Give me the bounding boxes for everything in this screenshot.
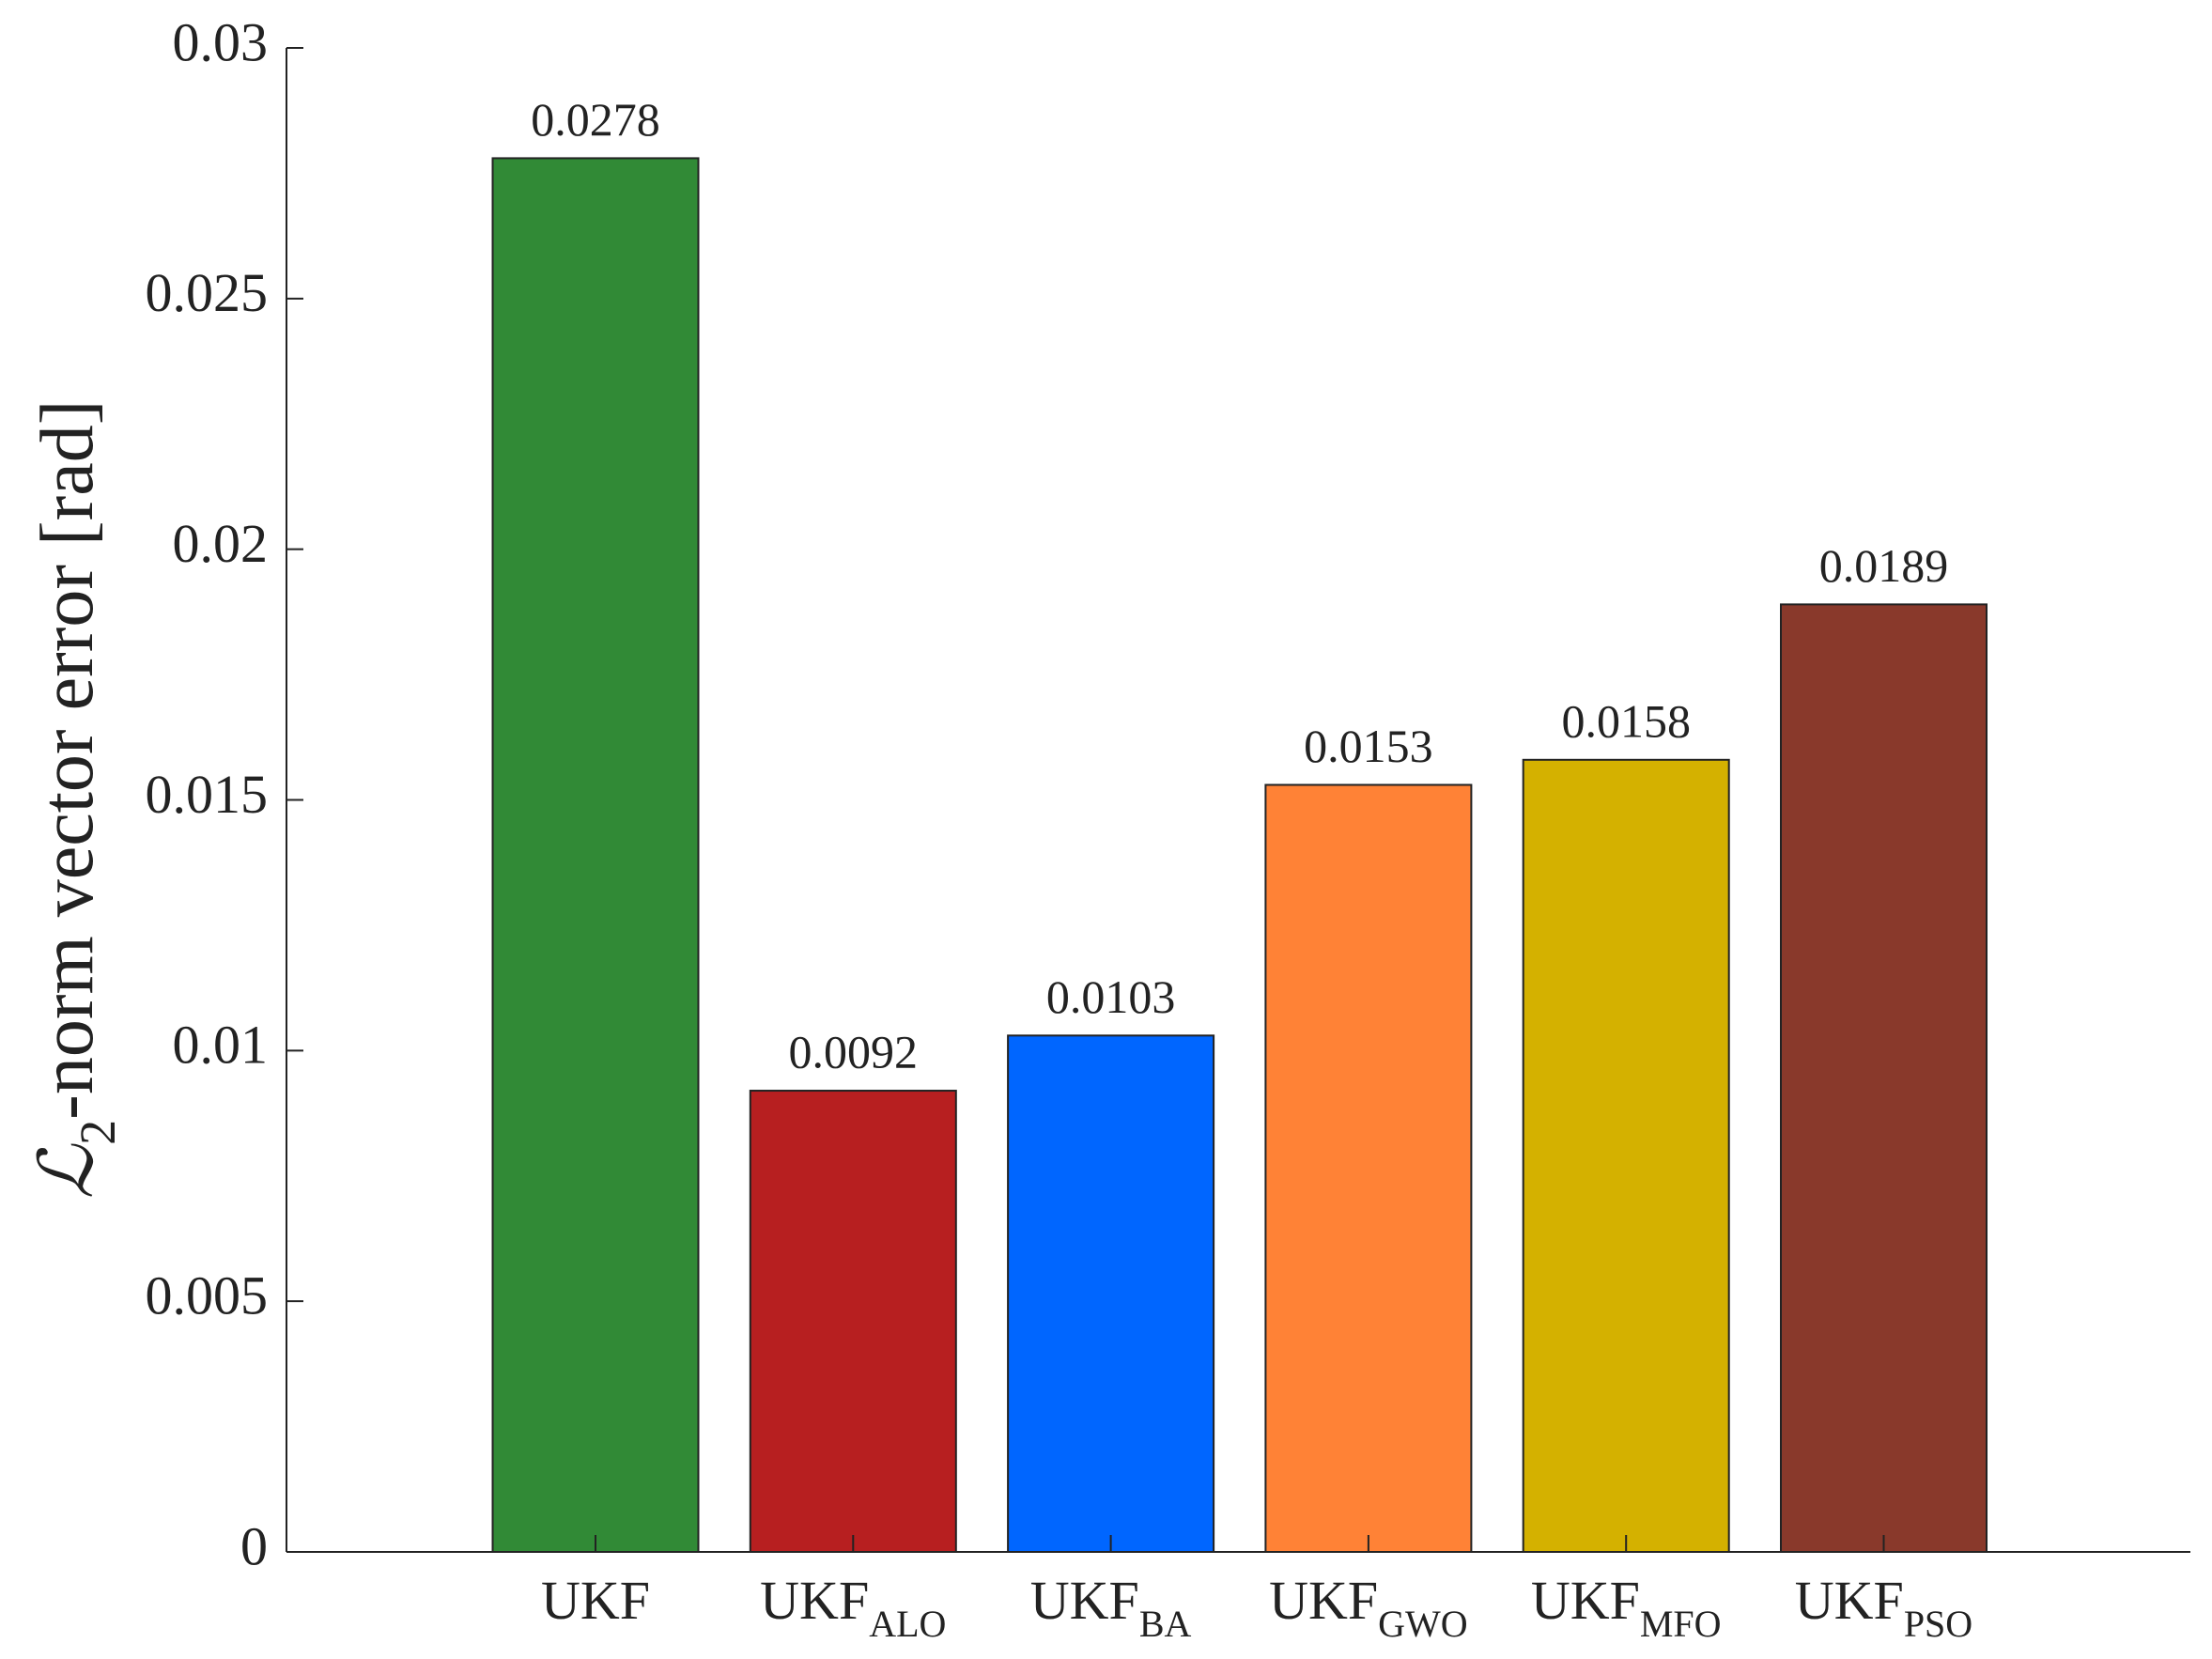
- y-tick-label: 0.025: [146, 262, 269, 323]
- y-tick-label: 0.03: [173, 11, 269, 72]
- category-text: UKF: [1030, 1570, 1139, 1631]
- x-tick-label: UKFPSO: [1795, 1570, 1972, 1644]
- category-text: UKF: [760, 1570, 869, 1631]
- category-text: UKF: [1269, 1570, 1378, 1631]
- x-tick-label: UKFMFO: [1531, 1570, 1722, 1644]
- category-text: UKF: [541, 1570, 650, 1631]
- y-tick-label: 0.015: [146, 764, 269, 825]
- bar: [1780, 603, 1988, 1553]
- value-label: 0.0092: [789, 1025, 919, 1078]
- x-tick-label: UKFBA: [1030, 1570, 1192, 1644]
- y-label-symbol: ℒ: [26, 1143, 109, 1199]
- bar: [749, 1090, 957, 1553]
- category-subscript: ALO: [869, 1603, 946, 1645]
- bar: [1007, 1034, 1215, 1554]
- value-label: 0.0189: [1819, 539, 1949, 592]
- x-tick-label: UKFGWO: [1269, 1570, 1468, 1644]
- value-label: 0.0153: [1304, 720, 1433, 772]
- category-subscript: GWO: [1378, 1603, 1468, 1645]
- category-subscript: MFO: [1640, 1603, 1722, 1645]
- bar: [491, 157, 700, 1554]
- y-tick-label: 0.02: [173, 513, 269, 574]
- x-tick-label: UKF: [541, 1570, 650, 1631]
- y-tick-label: 0.01: [173, 1015, 269, 1076]
- value-label: 0.0103: [1046, 970, 1176, 1023]
- value-label: 0.0158: [1561, 694, 1691, 747]
- bar: [1264, 783, 1473, 1553]
- y-label-subscript: 2: [70, 1120, 126, 1145]
- category-subscript: BA: [1139, 1603, 1192, 1645]
- category-text: UKF: [1531, 1570, 1640, 1631]
- x-tick-label: UKFALO: [760, 1570, 946, 1644]
- y-axis-label: ℒ2-norm vector error [rad]: [26, 400, 126, 1200]
- value-label: 0.0278: [531, 93, 660, 146]
- y-label-text: -norm vector error [rad]: [26, 400, 109, 1120]
- bar: [1522, 758, 1730, 1553]
- y-tick-label: 0: [240, 1515, 268, 1576]
- y-tick-label: 0.005: [146, 1264, 269, 1326]
- category-text: UKF: [1795, 1570, 1904, 1631]
- category-subscript: PSO: [1904, 1603, 1972, 1645]
